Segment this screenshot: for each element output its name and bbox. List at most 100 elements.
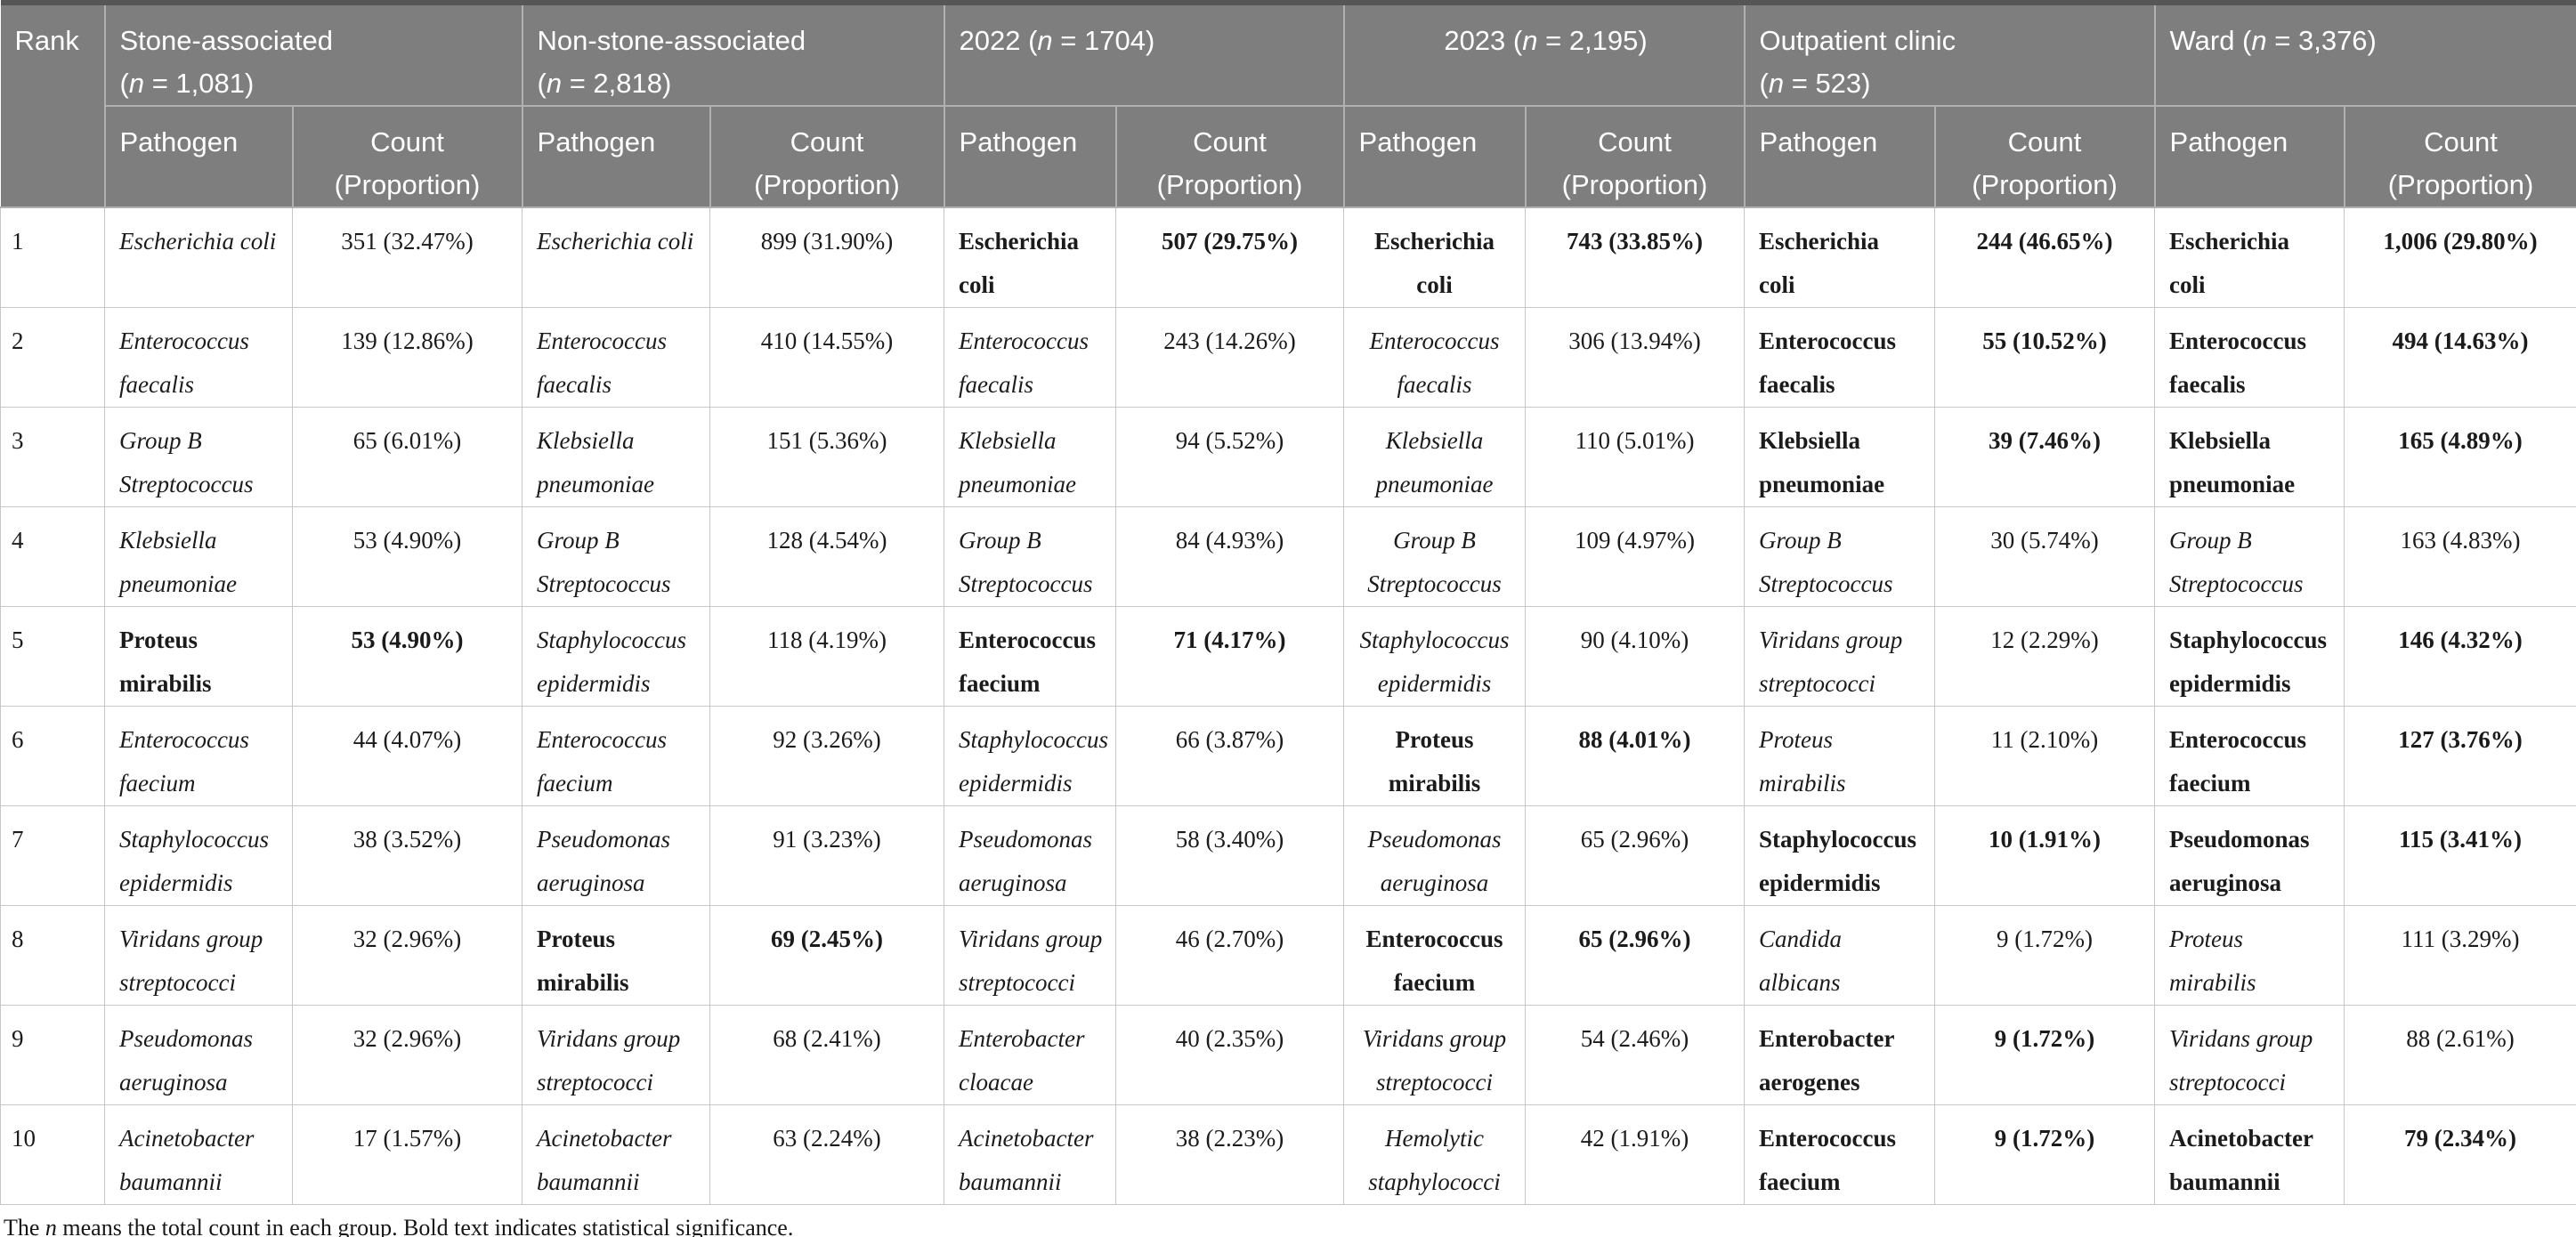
pathogen-cell: Enterobacter cloacae (944, 1005, 1117, 1105)
count-cell: 32 (2.96%) (291, 1005, 523, 1105)
pathogen-cell: Escherichia coli (2154, 206, 2345, 308)
pathogen-cell: Staphylococcus epidermidis (104, 805, 293, 906)
subheader-pathogen: Pathogen (943, 105, 1117, 208)
count-cell: 38 (2.23%) (1115, 1104, 1345, 1205)
rank-cell: 5 (0, 606, 105, 707)
table-row: 5 Proteus mirabilis 53 (4.90%) Staphyloc… (0, 606, 2576, 707)
count-cell: 32 (2.96%) (291, 905, 523, 1006)
pathogen-cell: Staphylococcus epidermidis (1343, 606, 1527, 707)
pathogen-cell: Viridans group streptococci (104, 905, 293, 1006)
pathogen-cell: Klebsiella pneumoniae (522, 407, 711, 507)
group-header-2023: 2023 (n = 2,195) (1342, 3, 1746, 107)
subheader-count: Count (Proportion) (2343, 105, 2576, 208)
pathogen-cell: Proteus mirabilis (1744, 706, 1936, 806)
pathogen-cell: Staphylococcus epidermidis (944, 706, 1117, 806)
count-cell: 118 (4.19%) (709, 606, 945, 707)
group-header-stone-associated: Stone-associated (n = 1,081) (103, 3, 523, 107)
pathogen-ranking-table: Rank Stone-associated (n = 1,081) Non-st… (0, 0, 2576, 1205)
count-cell: 151 (5.36%) (709, 407, 945, 507)
pathogen-cell: Proteus mirabilis (1343, 706, 1527, 806)
pathogen-cell: Group B Streptococcus (944, 506, 1117, 607)
count-cell: 79 (2.34%) (2344, 1104, 2576, 1205)
pathogen-cell: Escherichia coli (104, 206, 293, 308)
pathogen-cell: Pseudomonas aeruginosa (104, 1005, 293, 1105)
pathogen-cell: Enterobacter aerogenes (1744, 1005, 1936, 1105)
sub-header-row: Pathogen Count (Proportion) Pathogen Cou… (1, 105, 2576, 208)
pathogen-cell: Klebsiella pneumoniae (1343, 407, 1527, 507)
count-cell: 115 (3.41%) (2344, 805, 2576, 906)
count-cell: 127 (3.76%) (2344, 706, 2576, 806)
group-header-row: Rank Stone-associated (n = 1,081) Non-st… (0, 3, 2576, 208)
rank-cell: 1 (0, 206, 105, 308)
count-cell: 410 (14.55%) (709, 307, 945, 408)
pathogen-cell: Staphylococcus epidermidis (2154, 606, 2345, 707)
count-cell: 92 (3.26%) (709, 706, 945, 806)
subheader-count: Count (Proportion) (1933, 105, 2156, 208)
count-cell: 11 (2.10%) (1934, 706, 2156, 806)
footnote: The n means the total count in each grou… (4, 1215, 794, 1237)
count-cell: 38 (3.52%) (291, 805, 523, 906)
pathogen-cell: Group B Streptococcus (522, 506, 711, 607)
count-cell: 351 (32.47%) (291, 206, 523, 308)
table-row: 4 Klebsiella pneumoniae 53 (4.90%) Group… (0, 506, 2576, 607)
pathogen-cell: Proteus mirabilis (2154, 905, 2345, 1006)
pathogen-cell: Acinetobacter baumannii (2154, 1104, 2345, 1205)
table-row: 8 Viridans group streptococci 32 (2.96%)… (0, 905, 2576, 1006)
subheader-pathogen: Pathogen (521, 105, 711, 208)
pathogen-cell: Enterococcus faecium (1744, 1104, 1936, 1205)
count-cell: 507 (29.75%) (1115, 206, 1345, 308)
count-cell: 12 (2.29%) (1934, 606, 2156, 707)
count-cell: 53 (4.90%) (291, 606, 523, 707)
table-row: 7 Staphylococcus epidermidis 38 (3.52%) … (0, 805, 2576, 906)
table-row: 3 Group B Streptococcus 65 (6.01%) Klebs… (0, 407, 2576, 507)
col-header-rank: Rank (0, 3, 106, 208)
rank-cell: 7 (0, 805, 105, 906)
subheader-pathogen: Pathogen (1743, 105, 1936, 208)
count-cell: 243 (14.26%) (1115, 307, 1345, 408)
count-cell: 109 (4.97%) (1525, 506, 1746, 607)
rank-cell: 8 (0, 905, 105, 1006)
count-cell: 146 (4.32%) (2344, 606, 2576, 707)
pathogen-cell: Viridans group streptococci (1343, 1005, 1527, 1105)
rank-cell: 3 (0, 407, 105, 507)
count-cell: 9 (1.72%) (1934, 1005, 2156, 1105)
count-cell: 90 (4.10%) (1525, 606, 1746, 707)
pathogen-cell: Group B Streptococcus (1744, 506, 1936, 607)
pathogen-cell: Klebsiella pneumoniae (2154, 407, 2345, 507)
count-cell: 1,006 (29.80%) (2344, 206, 2576, 308)
pathogen-cell: Pseudomonas aeruginosa (522, 805, 711, 906)
pathogen-cell: Proteus mirabilis (104, 606, 293, 707)
table-header: Rank Stone-associated (n = 1,081) Non-st… (0, 3, 2576, 208)
pathogen-cell: Pseudomonas aeruginosa (1343, 805, 1527, 906)
count-cell: 88 (2.61%) (2344, 1005, 2576, 1105)
pathogen-cell: Acinetobacter baumannii (944, 1104, 1117, 1205)
subheader-pathogen: Pathogen (104, 105, 294, 208)
table-row: 1 Escherichia coli 351 (32.47%) Escheric… (0, 206, 2576, 308)
count-cell: 54 (2.46%) (1525, 1005, 1746, 1105)
count-cell: 68 (2.41%) (709, 1005, 945, 1105)
pathogen-cell: Enterococcus faecium (944, 606, 1117, 707)
count-cell: 69 (2.45%) (709, 905, 945, 1006)
rank-cell: 10 (0, 1104, 105, 1205)
subheader-count: Count (Proportion) (709, 105, 945, 208)
count-cell: 71 (4.17%) (1115, 606, 1345, 707)
pathogen-cell: Proteus mirabilis (522, 905, 711, 1006)
subheader-pathogen: Pathogen (1342, 105, 1527, 208)
count-cell: 165 (4.89%) (2344, 407, 2576, 507)
count-cell: 110 (5.01%) (1525, 407, 1746, 507)
table-row: 9 Pseudomonas aeruginosa 32 (2.96%) Viri… (0, 1005, 2576, 1105)
count-cell: 66 (3.87%) (1115, 706, 1345, 806)
pathogen-cell: Viridans group streptococci (2154, 1005, 2345, 1105)
table-row: 10 Acinetobacter baumannii 17 (1.57%) Ac… (0, 1104, 2576, 1205)
count-cell: 65 (2.96%) (1525, 805, 1746, 906)
pathogen-cell: Enterococcus faecalis (1343, 307, 1527, 408)
count-cell: 128 (4.54%) (709, 506, 945, 607)
count-cell: 111 (3.29%) (2344, 905, 2576, 1006)
pathogen-cell: Hemolytic staphylococci (1343, 1104, 1527, 1205)
pathogen-cell: Pseudomonas aeruginosa (944, 805, 1117, 906)
pathogen-cell: Staphylococcus epidermidis (1744, 805, 1936, 906)
rank-cell: 9 (0, 1005, 105, 1105)
count-cell: 44 (4.07%) (291, 706, 523, 806)
count-cell: 91 (3.23%) (709, 805, 945, 906)
pathogen-cell: Viridans group streptococci (944, 905, 1117, 1006)
